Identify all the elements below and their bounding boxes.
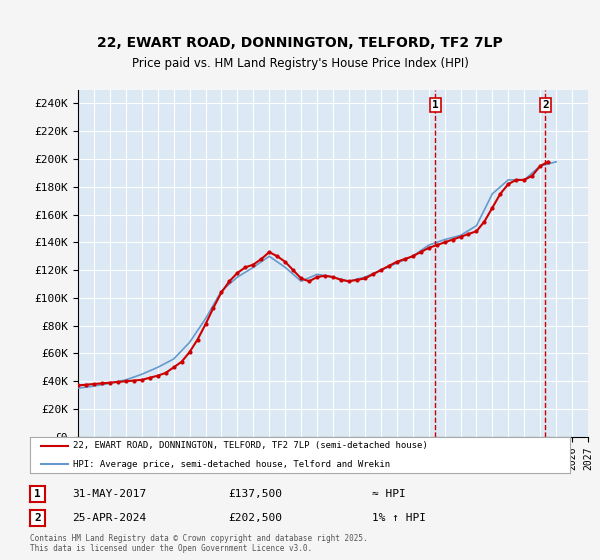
Text: 31-MAY-2017: 31-MAY-2017 <box>72 489 146 499</box>
Text: 22, EWART ROAD, DONNINGTON, TELFORD, TF2 7LP: 22, EWART ROAD, DONNINGTON, TELFORD, TF2… <box>97 36 503 50</box>
Text: 1% ↑ HPI: 1% ↑ HPI <box>372 513 426 523</box>
Text: HPI: Average price, semi-detached house, Telford and Wrekin: HPI: Average price, semi-detached house,… <box>73 460 391 469</box>
Text: Contains HM Land Registry data © Crown copyright and database right 2025.
This d: Contains HM Land Registry data © Crown c… <box>30 534 368 553</box>
Text: £202,500: £202,500 <box>228 513 282 523</box>
Text: 22, EWART ROAD, DONNINGTON, TELFORD, TF2 7LP (semi-detached house): 22, EWART ROAD, DONNINGTON, TELFORD, TF2… <box>73 441 428 450</box>
Text: 2: 2 <box>34 513 41 523</box>
Text: 1: 1 <box>34 489 41 499</box>
Text: Price paid vs. HM Land Registry's House Price Index (HPI): Price paid vs. HM Land Registry's House … <box>131 57 469 70</box>
Text: ≈ HPI: ≈ HPI <box>372 489 406 499</box>
Text: 2: 2 <box>542 100 548 110</box>
Text: 1: 1 <box>432 100 439 110</box>
Text: 25-APR-2024: 25-APR-2024 <box>72 513 146 523</box>
Text: £137,500: £137,500 <box>228 489 282 499</box>
